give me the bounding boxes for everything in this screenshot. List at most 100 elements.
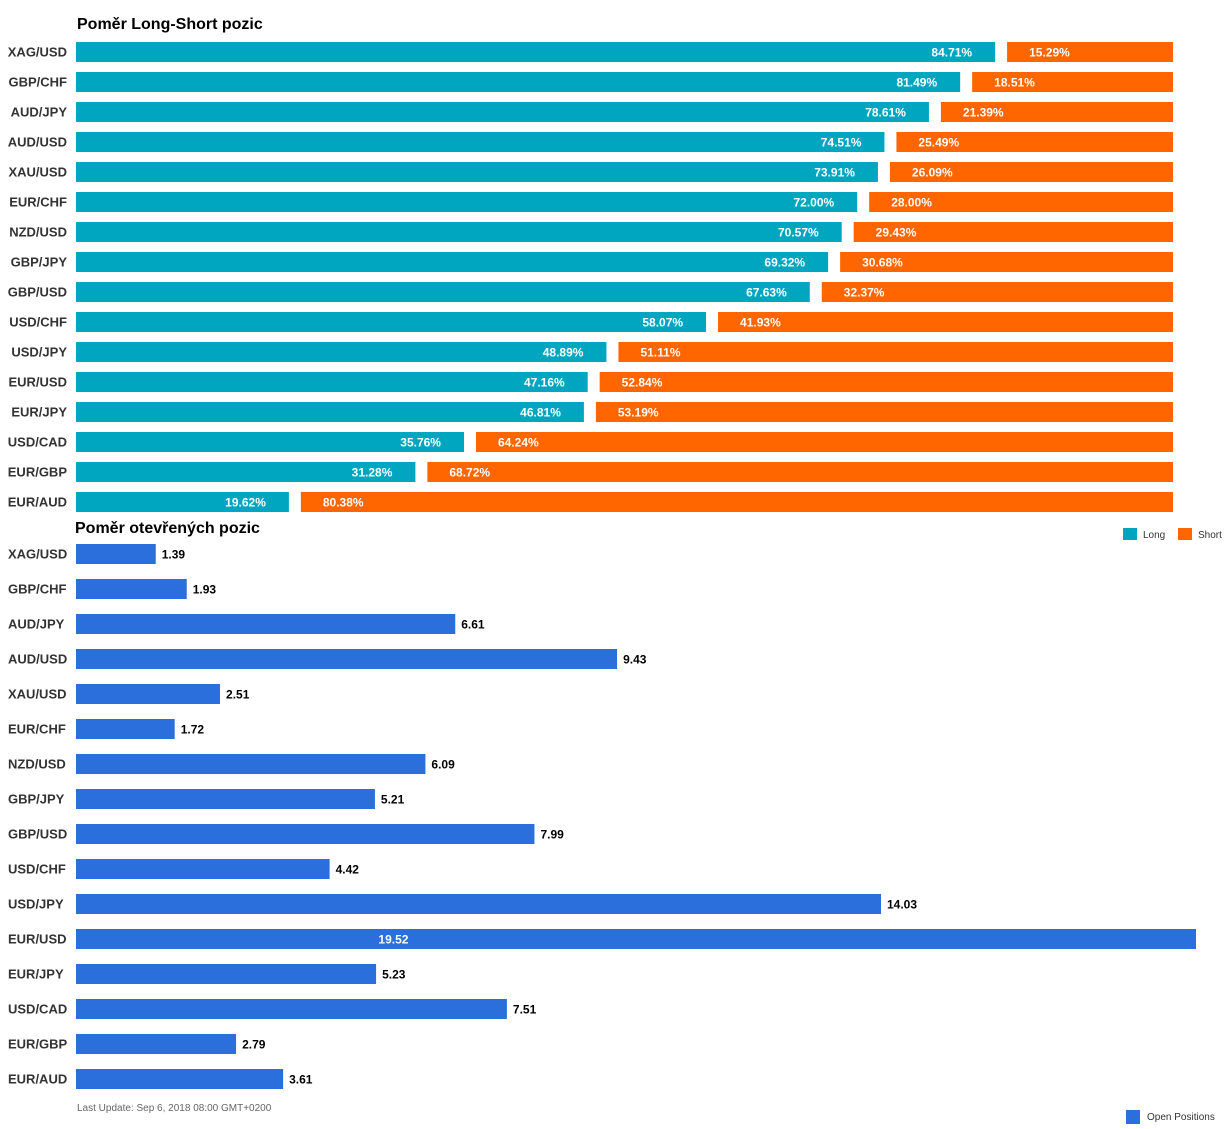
short-bar-aud-jpy [940,102,1173,122]
short-bar-aud-usd [896,132,1173,152]
category-label-gbp-usd: GBP/USD [8,827,67,842]
long-bar-nzd-usd [76,222,842,242]
long-bar-gbp-jpy [76,252,829,272]
short-bar-eur-jpy [595,402,1173,422]
legend: Long Short [1123,528,1222,541]
open-positions-bar-usd-chf [76,859,330,879]
value-label: 5.23 [382,968,406,982]
open-positions-bar-eur-jpy [76,964,377,984]
open-positions-bar-usd-jpy [76,894,881,914]
long-value-label: 19.62% [225,496,266,510]
short-value-label: 15.29% [1029,46,1070,60]
long-bar-usd-jpy [76,342,607,362]
short-value-label: 53.19% [618,406,659,420]
open-positions-bar-gbp-usd [76,824,535,844]
long-value-label: 67.63% [746,286,787,300]
long-value-label: 84.71% [931,46,972,60]
long-value-label: 31.28% [352,466,393,480]
legend: Open Positions [1126,1110,1215,1124]
long-bar-eur-chf [76,192,858,212]
legend-label-long: Long [1143,530,1165,541]
open-positions-bar-eur-aud [76,1069,284,1089]
long-bar-gbp-usd [76,282,810,302]
short-value-label: 21.39% [963,106,1004,120]
category-label-eur-usd: EUR/USD [8,375,67,390]
long-bar-xag-usd [76,42,996,62]
value-label: 2.51 [226,688,250,702]
short-bar-usd-chf [718,312,1173,332]
long-short-chart: Poměr Long-Short pozic XAG/USD 84.71% 15.29… [8,16,1222,541]
category-label-nzd-usd: NZD/USD [8,757,66,772]
legend-swatch-long [1123,528,1137,540]
category-label-usd-jpy: USD/JPY [8,897,64,912]
short-bar-nzd-usd [853,222,1173,242]
short-value-label: 18.51% [994,76,1035,90]
short-value-label: 28.00% [891,196,932,210]
short-bar-gbp-usd [821,282,1173,302]
category-label-eur-gbp: EUR/GBP [8,1037,68,1052]
short-bar-xau-usd [889,162,1173,182]
chart-title: Poměr otevřených pozic [75,520,260,537]
category-label-nzd-usd: NZD/USD [9,225,67,240]
long-bar-usd-cad [76,432,464,452]
long-value-label: 74.51% [821,136,862,150]
short-value-label: 52.84% [622,376,663,390]
open-positions-bar-eur-usd [76,929,1196,949]
open-positions-bar-eur-chf [76,719,175,739]
short-value-label: 29.43% [876,226,917,240]
long-value-label: 73.91% [814,166,855,180]
category-label-usd-jpy: USD/JPY [11,345,67,360]
value-label: 6.09 [431,758,455,772]
value-label: 7.51 [513,1003,537,1017]
legend-label-open-positions: Open Positions [1147,1112,1215,1123]
category-label-xag-usd: XAG/USD [8,547,67,562]
open-positions-bar-nzd-usd [76,754,426,774]
category-label-usd-chf: USD/CHF [8,862,66,877]
long-value-label: 78.61% [865,106,906,120]
category-label-usd-chf: USD/CHF [9,315,67,330]
short-value-label: 26.09% [912,166,953,180]
long-value-label: 48.89% [543,346,584,360]
short-bar-xag-usd [1007,42,1173,62]
category-label-aud-usd: AUD/USD [8,652,67,667]
value-label: 14.03 [887,898,917,912]
legend-swatch-open-positions [1126,1110,1140,1124]
open-positions-bar-aud-usd [76,649,618,669]
short-bar-eur-usd [599,372,1173,392]
short-value-label: 41.93% [740,316,781,330]
short-bar-eur-chf [869,192,1173,212]
long-bar-xau-usd [76,162,878,182]
legend-swatch-short [1178,528,1192,540]
category-label-eur-aud: EUR/AUD [8,495,67,510]
category-label-gbp-jpy: GBP/JPY [8,792,65,807]
value-label: 9.43 [623,653,647,667]
category-label-eur-gbp: EUR/GBP [8,465,68,480]
open-positions-bar-aud-jpy [76,614,456,634]
category-label-gbp-usd: GBP/USD [8,285,67,300]
long-value-label: 46.81% [520,406,561,420]
long-value-label: 69.32% [764,256,805,270]
category-label-aud-jpy: AUD/JPY [11,105,68,120]
long-value-label: 35.76% [400,436,441,450]
long-value-label: 70.57% [778,226,819,240]
value-label: 2.79 [242,1038,266,1052]
value-label: 19.52 [378,933,408,947]
long-bar-gbp-chf [76,72,961,92]
value-label: 3.61 [289,1073,313,1087]
long-bar-eur-gbp [76,462,416,482]
category-label-xau-usd: XAU/USD [8,165,67,180]
last-update-text: Last Update: Sep 6, 2018 08:00 GMT+0200 [77,1103,272,1114]
open-positions-bar-xau-usd [76,684,221,704]
value-label: 5.21 [381,793,405,807]
legend-label-short: Short [1198,530,1222,541]
long-value-label: 72.00% [793,196,834,210]
short-value-label: 32.37% [844,286,885,300]
category-label-aud-jpy: AUD/JPY [8,617,65,632]
open-positions-bar-xag-usd [76,544,156,564]
category-label-usd-cad: USD/CAD [8,435,67,450]
value-label: 1.72 [181,723,205,737]
category-label-usd-cad: USD/CAD [8,1002,67,1017]
category-label-xau-usd: XAU/USD [8,687,67,702]
short-bar-usd-jpy [618,342,1173,362]
short-bar-eur-gbp [427,462,1173,482]
